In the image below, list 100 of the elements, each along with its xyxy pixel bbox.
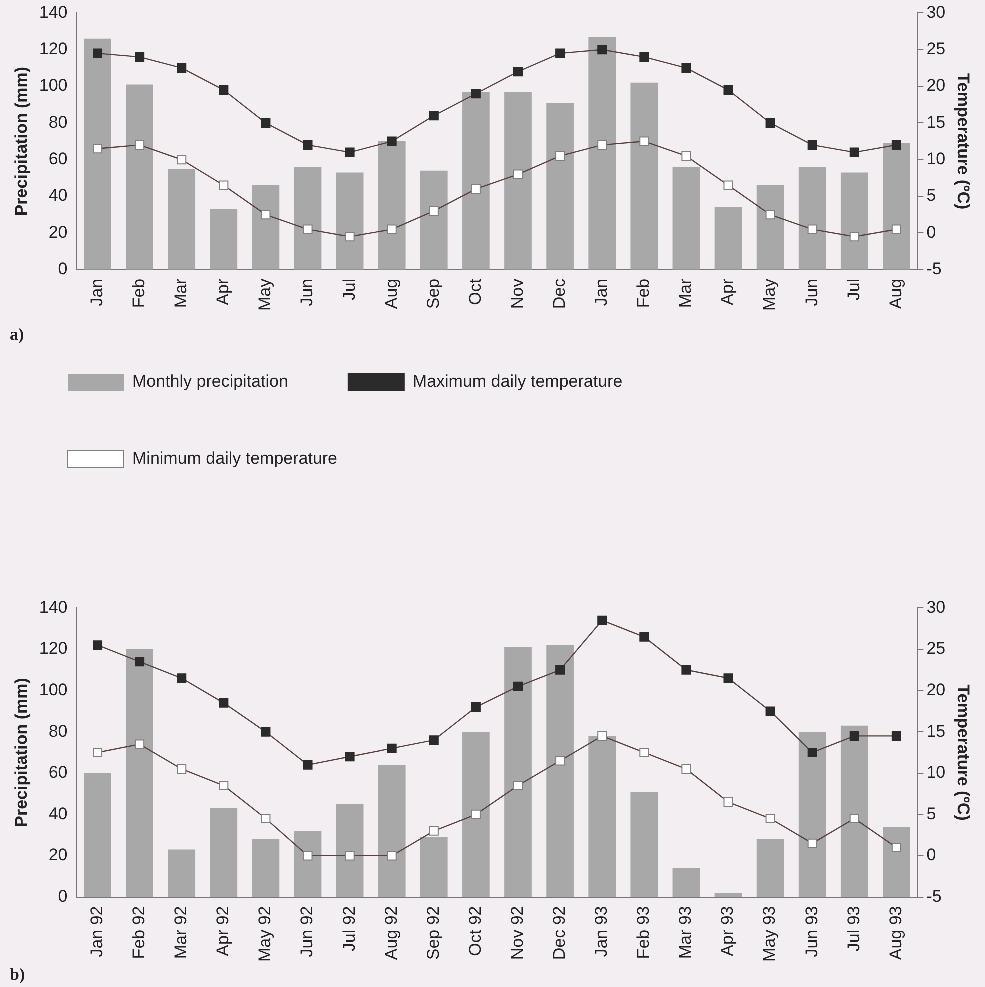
x-tick-label: May 92 <box>256 906 275 962</box>
point <box>303 851 313 861</box>
x-tick-label: Aug 92 <box>382 906 401 960</box>
point <box>387 224 397 234</box>
point <box>303 140 313 150</box>
point <box>766 706 776 716</box>
bar <box>420 837 448 898</box>
y2-tick-label: 30 <box>926 598 946 617</box>
point <box>177 764 187 774</box>
point <box>724 85 734 95</box>
point <box>177 155 187 165</box>
bar <box>294 831 322 898</box>
point <box>556 48 566 58</box>
point <box>93 48 103 58</box>
point <box>345 148 355 158</box>
y2-tick-label: 20 <box>926 680 946 700</box>
point <box>93 144 103 154</box>
y2-tick-label: 20 <box>926 76 946 96</box>
x-tick-label: Mar <box>172 278 191 308</box>
x-tick-label: Feb <box>634 278 654 308</box>
x-tick-label: Mar 92 <box>172 906 191 960</box>
point <box>556 151 566 161</box>
bar <box>883 827 910 898</box>
point <box>261 814 271 824</box>
x-tick-label: Jul <box>340 278 359 301</box>
text: a) <box>10 325 24 345</box>
point <box>514 682 523 692</box>
y-axis-title: Precipitation (mm) <box>12 678 31 828</box>
point <box>135 740 145 750</box>
point <box>135 140 145 150</box>
bar <box>588 736 616 898</box>
text: b) <box>10 965 26 985</box>
point <box>640 748 650 758</box>
bar <box>210 209 238 270</box>
y-tick-label: 60 <box>48 763 68 782</box>
point <box>850 731 860 741</box>
y2-axis-title: Temperature (ºC) <box>954 684 974 821</box>
bar <box>840 726 868 898</box>
bar <box>630 792 658 898</box>
bar <box>420 170 448 270</box>
x-tick-label: Aug <box>382 278 401 310</box>
legend-label: Monthly precipitation <box>132 372 288 392</box>
x-tick-label: May <box>256 278 275 312</box>
y2-tick-label: 5 <box>926 804 936 824</box>
point <box>556 756 566 766</box>
bar <box>883 143 910 270</box>
x-tick-label: Nov 92 <box>508 906 527 960</box>
y2-tick-label: 30 <box>926 2 946 22</box>
point <box>387 851 397 861</box>
x-tick-label: Feb <box>130 278 149 308</box>
bar <box>798 167 826 270</box>
point <box>598 616 608 626</box>
x-tick-label: Jul 93 <box>844 906 864 952</box>
point <box>261 118 271 128</box>
x-tick-label: Feb 93 <box>634 906 654 960</box>
point <box>345 851 355 861</box>
x-tick-label: May <box>760 278 780 312</box>
bar <box>672 167 700 270</box>
y-tick-label: 120 <box>39 40 68 59</box>
bar <box>462 732 490 898</box>
y-tick-label: 100 <box>39 76 68 96</box>
point <box>177 63 187 73</box>
x-tick-label: Jan 93 <box>592 906 612 958</box>
point <box>850 814 860 824</box>
point <box>598 731 608 741</box>
bar <box>462 92 490 270</box>
bar <box>714 893 742 898</box>
bar <box>546 645 574 898</box>
point <box>345 232 355 242</box>
point <box>556 665 566 675</box>
point <box>135 52 145 62</box>
x-tick-label: Dec 92 <box>550 906 569 960</box>
x-tick-label: Jun <box>298 278 317 306</box>
x-tick-label: Jan 92 <box>87 906 106 958</box>
point <box>429 736 439 746</box>
y2-tick-label: 25 <box>926 40 946 59</box>
point <box>766 210 776 220</box>
x-tick-label: Oct <box>466 278 485 306</box>
bar <box>378 765 406 898</box>
x-tick-label: Sep 92 <box>424 906 443 960</box>
point <box>471 184 481 194</box>
x-tick-label: Aug 93 <box>886 906 906 960</box>
x-tick-label: Nov <box>508 278 527 310</box>
point <box>303 760 313 770</box>
y2-tick-label: 15 <box>926 112 946 132</box>
y2-tick-label: 10 <box>926 763 946 782</box>
x-tick-label: Mar 93 <box>676 906 696 960</box>
bar <box>294 167 322 270</box>
point <box>219 180 229 190</box>
y2-axis-title: Temperature (ºC) <box>954 73 974 210</box>
y2-tick-label: -5 <box>926 260 942 279</box>
x-tick-label: Jun 92 <box>298 906 317 958</box>
point <box>93 640 103 650</box>
point <box>682 151 692 161</box>
legend-label: Maximum daily temperature <box>412 372 623 392</box>
point <box>892 731 902 741</box>
point <box>892 140 902 150</box>
bar <box>504 647 532 898</box>
x-tick-label: Oct 92 <box>466 906 485 956</box>
point <box>135 657 145 667</box>
